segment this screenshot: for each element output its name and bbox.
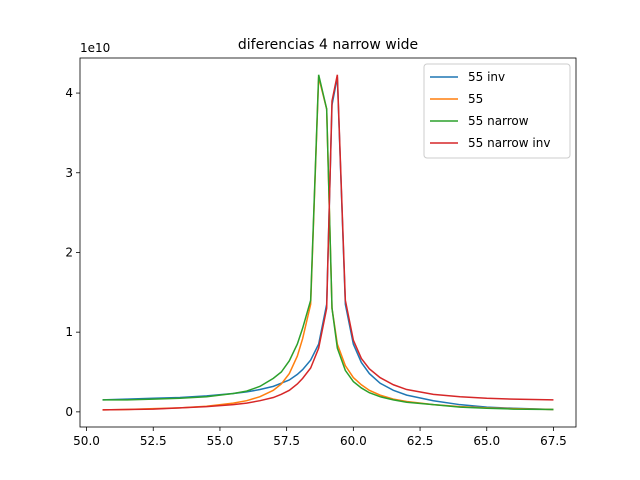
x-tick-label: 52.5 [140,434,167,448]
legend-label: 55 [468,92,483,106]
x-tick-label: 57.5 [273,434,300,448]
x-tick-label: 50.0 [73,434,100,448]
plot-frame [79,57,577,428]
x-tick-label: 55.0 [207,434,234,448]
x-tick-label: 67.5 [540,434,567,448]
x-tick-label: 62.5 [407,434,434,448]
legend-label: 55 inv [468,70,505,84]
legend-box [423,63,571,159]
series-line [102,74,554,411]
y-tick-label: 1 [65,325,73,339]
series-line [102,74,554,411]
y-tick-label: 4 [65,86,73,100]
chart-title: diferencias 4 narrow wide [238,37,418,53]
x-tick-label: 60.0 [340,434,367,448]
y-tick-label: 0 [65,405,73,419]
y-offset-label: 1e10 [80,41,110,55]
legend-label: 55 narrow [468,114,529,128]
legend-label: 55 narrow inv [468,136,550,150]
y-tick-label: 2 [65,245,73,259]
x-tick-label: 65.0 [473,434,500,448]
y-tick-label: 3 [65,166,73,180]
